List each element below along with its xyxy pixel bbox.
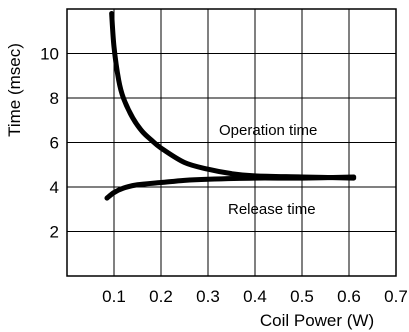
y-tick-label: 4: [50, 178, 59, 197]
series-layer: [104, 10, 357, 201]
x-tick-label: 0.5: [290, 287, 314, 306]
annotation-operation-time: Operation time: [219, 122, 317, 139]
x-tick-label: 0.2: [149, 287, 173, 306]
grid-layer: [67, 9, 396, 276]
y-tick-label: 10: [40, 45, 59, 64]
x-tick-label: 0.3: [196, 287, 220, 306]
y-tick-label: 6: [50, 134, 59, 153]
y-tick-label: 8: [50, 89, 59, 108]
y-axis-label: Time (msec): [5, 43, 24, 137]
x-tick-label: 0.4: [243, 287, 267, 306]
plot-frame: [66, 8, 397, 277]
annotation-release-time: Release time: [228, 201, 316, 218]
x-tick-label: 0.6: [337, 287, 361, 306]
release-time-curve: [104, 174, 357, 201]
x-tick-label: 0.1: [102, 287, 126, 306]
x-tick-label: 0.7: [384, 287, 408, 306]
y-tick-label: 2: [50, 223, 59, 242]
tick-layer: 0.1 0.2 0.3 0.4 0.5 0.6 0.7 2 4 6 8 10: [40, 45, 408, 307]
x-axis-label: Coil Power (W): [260, 311, 374, 330]
operation-time-curve: [109, 10, 357, 181]
